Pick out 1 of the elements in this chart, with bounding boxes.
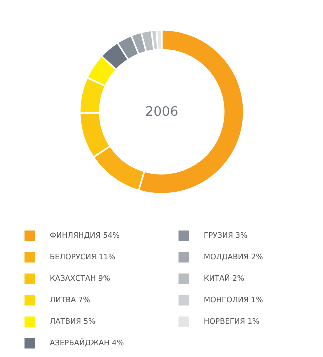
text: 2006 [145,105,179,120]
